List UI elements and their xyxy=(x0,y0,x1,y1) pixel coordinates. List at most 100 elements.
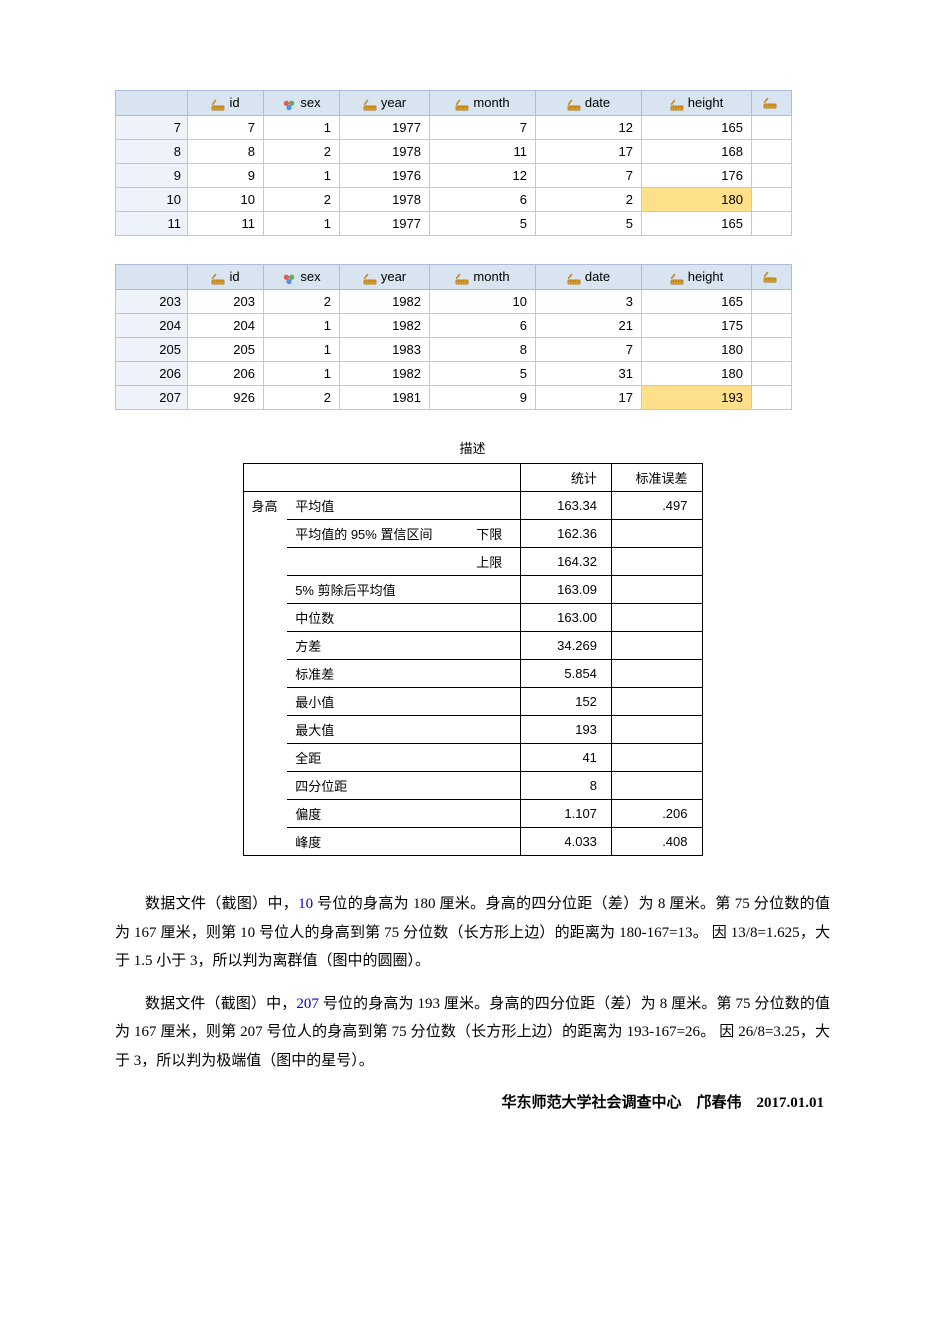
table-row: 20792621981917193 xyxy=(116,386,792,410)
column-header-year: year xyxy=(340,91,430,116)
row-number: 205 xyxy=(116,338,188,362)
desc-label: 平均值 xyxy=(287,492,468,520)
data-cell: 175 xyxy=(642,314,752,338)
ruler-icon xyxy=(211,270,225,284)
desc-se: .408 xyxy=(611,828,702,856)
desc-stat: 5.854 xyxy=(521,660,612,688)
desc-row: 最小值 152 xyxy=(243,688,702,716)
desc-row: 上限164.32 xyxy=(243,548,702,576)
paragraph-1: 数据文件（截图）中，10 号位的身高为 180 厘米。身高的四分位距（差）为 8… xyxy=(115,890,830,976)
desc-row: 标准差 5.854 xyxy=(243,660,702,688)
desc-var xyxy=(243,828,287,856)
data-cell: 7 xyxy=(536,164,642,188)
desc-stat: 1.107 xyxy=(521,800,612,828)
desc-stat: 164.32 xyxy=(521,548,612,576)
ruler-icon xyxy=(763,268,777,282)
ruler-icon xyxy=(455,96,469,110)
data-table-1: idsexyearmonthdateheight 771197771216588… xyxy=(115,90,792,236)
desc-stat: 34.269 xyxy=(521,632,612,660)
data-cell xyxy=(752,362,792,386)
descriptives-title: 描述 xyxy=(243,438,703,457)
table-row: 20620611982531180 xyxy=(116,362,792,386)
data-cell: 11 xyxy=(188,212,264,236)
desc-stat: 152 xyxy=(521,688,612,716)
table-row: 10102197862180 xyxy=(116,188,792,212)
data-cell: 204 xyxy=(188,314,264,338)
desc-se xyxy=(611,604,702,632)
desc-var xyxy=(243,688,287,716)
data-cell: 193 xyxy=(642,386,752,410)
data-cell: 9 xyxy=(188,164,264,188)
table-row: 20420411982621175 xyxy=(116,314,792,338)
desc-sublabel xyxy=(468,772,521,800)
ruler-icon xyxy=(763,94,777,108)
data-cell xyxy=(752,140,792,164)
desc-sublabel: 上限 xyxy=(468,548,521,576)
desc-label: 最大值 xyxy=(287,716,468,744)
data-cell: 926 xyxy=(188,386,264,410)
desc-se xyxy=(611,660,702,688)
desc-row: 偏度1.107.206 xyxy=(243,800,702,828)
column-header-month: month xyxy=(430,265,536,290)
column-label: date xyxy=(585,91,610,115)
column-label: height xyxy=(688,265,723,289)
desc-se xyxy=(611,576,702,604)
desc-sublabel xyxy=(468,744,521,772)
data-cell: 1978 xyxy=(340,140,430,164)
desc-se xyxy=(611,632,702,660)
desc-label: 标准差 xyxy=(287,660,468,688)
data-cell: 1982 xyxy=(340,362,430,386)
col-stat-header: 统计 xyxy=(521,464,612,492)
data-cell: 1 xyxy=(264,362,340,386)
column-header-sex: sex xyxy=(264,265,340,290)
column-header-year: year xyxy=(340,265,430,290)
nominal-icon xyxy=(282,270,296,284)
column-header-height: height xyxy=(642,91,752,116)
row-number: 207 xyxy=(116,386,188,410)
desc-stat: 8 xyxy=(521,772,612,800)
data-cell: 21 xyxy=(536,314,642,338)
desc-row: 方差34.269 xyxy=(243,632,702,660)
ruler-icon xyxy=(363,96,377,110)
data-cell: 10 xyxy=(188,188,264,212)
data-cell: 1 xyxy=(264,338,340,362)
data-cell: 1 xyxy=(264,314,340,338)
desc-se xyxy=(611,520,702,548)
data-cell: 176 xyxy=(642,164,752,188)
desc-row: 全距 41 xyxy=(243,744,702,772)
column-header- xyxy=(752,91,792,116)
table-row: 20320321982103165 xyxy=(116,290,792,314)
data-cell: 5 xyxy=(430,362,536,386)
p2-pre: 数据文件（截图）中， xyxy=(145,996,296,1012)
desc-label: 最小值 xyxy=(287,688,468,716)
desc-stat: 41 xyxy=(521,744,612,772)
data-cell: 1976 xyxy=(340,164,430,188)
desc-var xyxy=(243,744,287,772)
data-cell: 1981 xyxy=(340,386,430,410)
desc-var xyxy=(243,604,287,632)
row-number: 204 xyxy=(116,314,188,338)
desc-var xyxy=(243,800,287,828)
desc-sublabel xyxy=(468,576,521,604)
desc-var xyxy=(243,632,287,660)
desc-sublabel xyxy=(468,716,521,744)
desc-var: 身高 xyxy=(243,492,287,520)
column-header-date: date xyxy=(536,265,642,290)
data-cell: 1 xyxy=(264,212,340,236)
ruler-icon xyxy=(567,270,581,284)
data-cell: 9 xyxy=(430,386,536,410)
desc-var xyxy=(243,520,287,548)
column-label: height xyxy=(688,91,723,115)
table-row: 7711977712165 xyxy=(116,116,792,140)
data-cell: 168 xyxy=(642,140,752,164)
signature-line: 华东师范大学社会调查中心 邝春伟 2017.01.01 xyxy=(115,1091,830,1112)
data-cell: 8 xyxy=(188,140,264,164)
ruler-icon xyxy=(363,270,377,284)
desc-label: 中位数 xyxy=(287,604,468,632)
data-cell: 206 xyxy=(188,362,264,386)
desc-label: 全距 xyxy=(287,744,468,772)
data-cell: 12 xyxy=(430,164,536,188)
desc-sublabel xyxy=(468,492,521,520)
desc-var xyxy=(243,548,287,576)
data-cell: 7 xyxy=(188,116,264,140)
